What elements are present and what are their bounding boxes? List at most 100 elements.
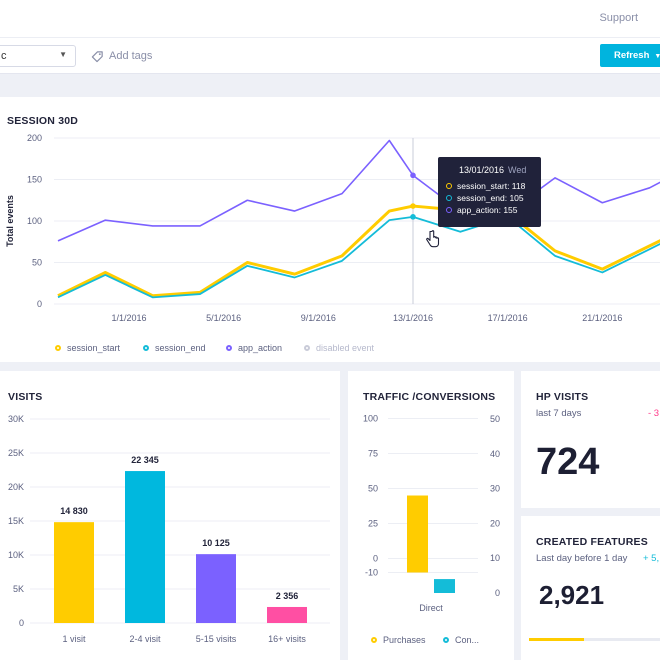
traffic-card: TRAFFIC /CONVERSIONS xyxy=(348,371,514,660)
legend-label: Con... xyxy=(455,635,480,645)
y-tick-label-right: 0 xyxy=(495,588,500,598)
y-tick-label-left: -10 xyxy=(365,568,378,578)
y-tick-label-right: 50 xyxy=(490,414,500,424)
top-bar: Support xyxy=(0,0,660,38)
features-value: 2,921 xyxy=(539,580,605,610)
tooltip-date-value: 13/01/2016 xyxy=(459,165,505,175)
bar xyxy=(54,522,94,623)
hover-point xyxy=(410,172,416,179)
legend-label: Purchases xyxy=(383,635,426,645)
x-tick-label: 21/1/2016 xyxy=(582,313,622,323)
legend-marker xyxy=(371,637,377,643)
x-tick-label: 9/1/2016 xyxy=(301,313,336,323)
refresh-label: Refresh xyxy=(614,50,650,61)
y-tick-label: 0 xyxy=(37,299,42,309)
y-tick-label-right: 10 xyxy=(490,553,500,563)
tooltip-date: 13/01/2016 Wed xyxy=(459,165,526,175)
chevron-down-icon: ▼ xyxy=(59,50,67,59)
tag-icon xyxy=(91,50,103,62)
legend-purchases[interactable]: Purchases xyxy=(371,635,426,645)
features-title: CREATED FEATURES xyxy=(536,536,648,548)
tooltip-row: session_start: 118 xyxy=(446,181,525,191)
hp-visits-title: HP VISITS xyxy=(536,391,589,403)
y-tick-label: 20K xyxy=(8,482,24,492)
y-tick-label: 200 xyxy=(27,133,42,143)
add-tags-button[interactable]: Add tags xyxy=(91,48,152,64)
project-select[interactable]: c ▼ xyxy=(0,45,76,67)
series-line-session-start xyxy=(57,204,660,298)
y-tick-label: 0 xyxy=(19,618,24,628)
bar xyxy=(125,471,165,623)
hp-visits-value: 724 xyxy=(536,441,600,483)
tooltip-row-label: app_action: 155 xyxy=(457,205,518,215)
x-tick-label: 16+ visits xyxy=(268,634,306,644)
created-features-card: CREATED FEATURES Last day before 1 day +… xyxy=(521,516,660,660)
bar xyxy=(407,495,428,573)
hp-visits-card: HP VISITS last 7 days - 3, 724 xyxy=(521,371,660,508)
bar-value-label: 14 830 xyxy=(60,506,88,516)
y-tick-label-right: 20 xyxy=(490,518,500,528)
support-link[interactable]: Support xyxy=(599,12,638,24)
project-select-value: c xyxy=(1,50,7,62)
y-tick-label: 50 xyxy=(32,258,42,268)
features-progress-track xyxy=(529,638,660,641)
chart-tooltip: 13/01/2016 Wed session_start: 118 session… xyxy=(438,157,541,227)
tooltip-marker xyxy=(446,183,452,189)
y-tick-label: 30K xyxy=(8,414,24,424)
tooltip-row-label: session_end: 105 xyxy=(457,193,524,203)
hover-point xyxy=(410,214,416,220)
legend-label: session_start xyxy=(67,343,121,353)
legend-app-action[interactable]: app_action xyxy=(226,343,282,353)
features-subtitle: Last day before 1 day xyxy=(536,553,628,564)
legend-disabled-event[interactable]: disabled event xyxy=(304,343,374,353)
tooltip-row: app_action: 155 xyxy=(446,205,518,215)
y-tick-label-right: 30 xyxy=(490,484,500,494)
traffic-title: TRAFFIC /CONVERSIONS xyxy=(363,391,496,403)
bar xyxy=(434,579,455,593)
y-tick-label-left: 0 xyxy=(373,554,378,564)
legend-marker xyxy=(443,637,449,643)
tooltip-marker xyxy=(446,195,452,201)
bar xyxy=(196,554,236,623)
session-title: SESSION 30D xyxy=(7,115,79,127)
y-tick-label: 5K xyxy=(13,584,24,594)
bar-value-label: 2 356 xyxy=(276,591,299,601)
legend-marker xyxy=(143,345,149,351)
y-tick-label-left: 25 xyxy=(368,519,378,529)
y-tick-label: 150 xyxy=(27,175,42,185)
toolbar: c ▼ Add tags xyxy=(0,38,660,74)
y-tick-label-left: 100 xyxy=(363,414,378,424)
legend-session-start[interactable]: session_start xyxy=(55,343,120,353)
y-tick-label-right: 40 xyxy=(490,449,500,459)
bar-value-label: 10 125 xyxy=(202,538,230,548)
x-tick-label: 13/1/2016 xyxy=(393,313,433,323)
visits-title: VISITS xyxy=(8,391,43,403)
hp-visits-delta: - 3, xyxy=(648,408,660,419)
chevron-down-icon: ▼ xyxy=(654,53,660,60)
legend-marker xyxy=(304,345,310,351)
y-tick-label-left: 75 xyxy=(368,449,378,459)
y-tick-label: 100 xyxy=(27,216,42,226)
legend-conversions[interactable]: Con... xyxy=(443,635,479,645)
legend-marker xyxy=(55,345,61,351)
legend-marker xyxy=(226,345,232,351)
legend-label: disabled event xyxy=(316,343,375,353)
legend-label: app_action xyxy=(238,343,283,353)
cursor-hand-icon xyxy=(426,230,440,248)
bar xyxy=(267,606,307,623)
x-tick-label: Direct xyxy=(419,603,443,613)
x-tick-label: 5-15 visits xyxy=(196,634,237,644)
hp-visits-subtitle: last 7 days xyxy=(536,408,582,419)
x-tick-label: 2-4 visit xyxy=(129,634,161,644)
series-line-app-action xyxy=(57,139,660,242)
refresh-button[interactable]: Refresh ▼ xyxy=(600,44,660,67)
legend-label: session_end xyxy=(155,343,206,353)
bar-value-label: 22 345 xyxy=(131,455,159,465)
tooltip-marker xyxy=(446,207,452,213)
features-delta: + 5, xyxy=(643,553,660,564)
tooltip-row-label: session_start: 118 xyxy=(457,181,526,191)
hover-point xyxy=(410,203,416,209)
legend-session-end[interactable]: session_end xyxy=(143,343,206,353)
session-line-chart: 0 50 100 150 200 Total events 1/1/2016 5/1/2016… xyxy=(5,133,660,323)
y-tick-label: 10K xyxy=(8,550,24,560)
